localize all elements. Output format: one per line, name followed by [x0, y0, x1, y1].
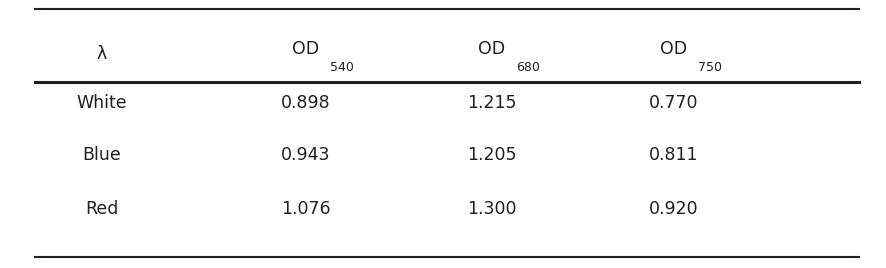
- Text: White: White: [76, 94, 128, 112]
- Text: OD: OD: [292, 40, 319, 58]
- Text: OD: OD: [660, 40, 687, 58]
- Text: 0.943: 0.943: [281, 146, 330, 165]
- Text: 540: 540: [330, 61, 354, 74]
- Text: 680: 680: [517, 61, 540, 74]
- Text: 0.898: 0.898: [281, 94, 330, 112]
- Text: Blue: Blue: [82, 146, 121, 165]
- Text: 0.770: 0.770: [649, 94, 698, 112]
- Text: 0.811: 0.811: [649, 146, 698, 165]
- Text: 1.300: 1.300: [467, 200, 517, 218]
- Text: Red: Red: [85, 200, 119, 218]
- Text: 1.076: 1.076: [281, 200, 330, 218]
- Text: 1.215: 1.215: [467, 94, 517, 112]
- Text: λ: λ: [97, 44, 107, 63]
- Text: OD: OD: [478, 40, 505, 58]
- Text: 1.205: 1.205: [467, 146, 517, 165]
- Text: 750: 750: [698, 61, 722, 74]
- Text: 0.920: 0.920: [649, 200, 698, 218]
